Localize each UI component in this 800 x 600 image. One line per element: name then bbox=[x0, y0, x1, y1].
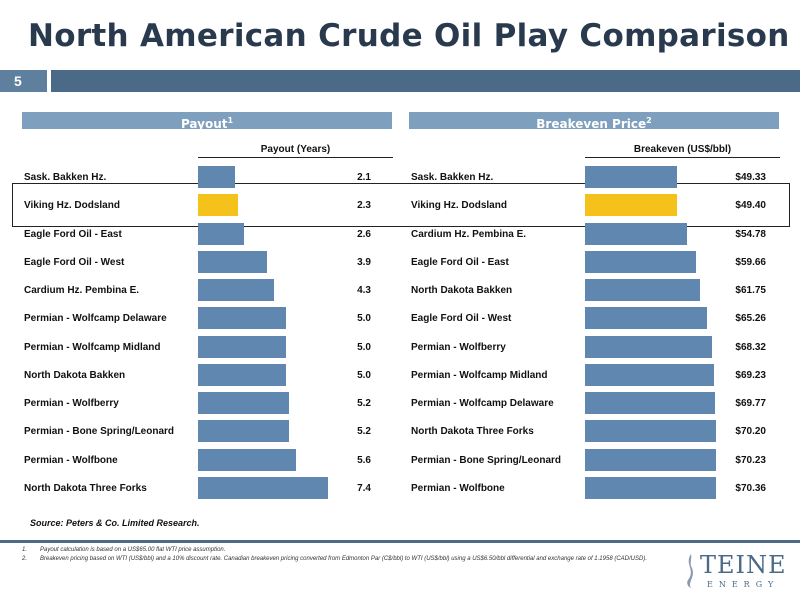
value-label: $68.32 bbox=[735, 341, 766, 353]
category-label: Viking Hz. Dodsland bbox=[411, 200, 507, 212]
category-label: Eagle Ford Oil - East bbox=[24, 228, 122, 240]
category-label: North Dakota Bakken bbox=[411, 285, 513, 296]
value-label: 2.6 bbox=[357, 228, 371, 240]
value-label: 5.0 bbox=[357, 313, 371, 325]
category-label: Permian - Bone Spring/Leonard bbox=[411, 454, 562, 466]
payout-axis-label: Payout (Years) bbox=[260, 144, 331, 155]
bar bbox=[585, 307, 707, 330]
bar bbox=[585, 392, 715, 414]
footnote-1: 1. Payout calculation is based on a US$6… bbox=[22, 546, 662, 555]
footnote-2: 2. Breakeven pricing based on WTI (US$/b… bbox=[22, 555, 662, 564]
bar bbox=[585, 166, 677, 188]
footer-rule bbox=[0, 540, 800, 543]
bar bbox=[585, 448, 716, 471]
footnote-text: Breakeven pricing based on WTI (US$/bbl)… bbox=[40, 556, 647, 562]
bar bbox=[198, 420, 290, 443]
value-label: $70.23 bbox=[735, 454, 766, 466]
category-label: Viking Hz. Dodsland bbox=[24, 200, 120, 212]
value-label: 5.2 bbox=[357, 426, 371, 438]
value-label: 2.3 bbox=[357, 200, 371, 212]
breakeven-section-header: Breakeven Price2 bbox=[409, 112, 779, 131]
value-label: $49.40 bbox=[735, 200, 766, 212]
value-label: $65.26 bbox=[735, 313, 766, 325]
breakeven-footnote-marker: 2 bbox=[646, 116, 652, 125]
bar bbox=[198, 307, 286, 330]
breakeven-section-title: Breakeven Price bbox=[536, 117, 647, 131]
category-label: Permian - Wolfbone bbox=[24, 454, 118, 466]
bar bbox=[585, 363, 714, 386]
breakeven-axis-label: Breakeven (US$/bbl) bbox=[633, 144, 732, 155]
bar bbox=[198, 476, 328, 499]
category-label: Permian - Wolfcamp Delaware bbox=[24, 313, 167, 325]
value-label: $59.66 bbox=[735, 256, 766, 268]
value-label: 3.9 bbox=[357, 256, 371, 268]
payout-section-title: Payout bbox=[180, 117, 228, 131]
bar bbox=[585, 279, 700, 301]
bar bbox=[585, 250, 697, 273]
bar bbox=[585, 420, 716, 443]
bar bbox=[198, 279, 274, 301]
logo-subtitle: ENERGY bbox=[707, 580, 780, 589]
value-label: 2.1 bbox=[357, 172, 371, 183]
bar bbox=[585, 476, 716, 499]
category-label: Eagle Ford Oil - West bbox=[411, 313, 512, 325]
bar bbox=[198, 335, 286, 358]
payout-footnote-marker: 1 bbox=[227, 116, 234, 125]
source-note: Source: Peters & Co. Limited Research. bbox=[30, 518, 200, 528]
value-label: $54.78 bbox=[735, 228, 766, 240]
value-label: $69.23 bbox=[735, 369, 766, 381]
bar bbox=[585, 335, 713, 358]
bar bbox=[198, 166, 235, 188]
category-label: Permian - Wolfberry bbox=[411, 341, 506, 353]
category-label: Permian - Wolfbone bbox=[411, 482, 505, 494]
breakeven-axis-line bbox=[585, 157, 780, 158]
bar bbox=[585, 222, 687, 245]
payout-axis-line bbox=[198, 157, 393, 158]
logo-wordmark: TEINE bbox=[700, 551, 787, 579]
bar bbox=[198, 194, 239, 217]
bar bbox=[198, 448, 297, 471]
bar bbox=[198, 222, 244, 245]
category-label: Permian - Wolfcamp Midland bbox=[24, 341, 161, 353]
category-label: Cardium Hz. Pembina E. bbox=[24, 285, 140, 296]
value-label: 5.2 bbox=[357, 398, 371, 409]
category-label: Sask. Bakken Hz. bbox=[411, 172, 494, 183]
category-label: Sask. Bakken Hz. bbox=[24, 172, 107, 183]
slide-number: 5 bbox=[0, 70, 47, 92]
category-label: Eagle Ford Oil - East bbox=[411, 256, 509, 268]
highlight-box bbox=[12, 183, 790, 227]
value-label: $70.20 bbox=[735, 426, 766, 438]
flame-icon bbox=[687, 554, 693, 588]
category-label: Permian - Wolfberry bbox=[24, 398, 119, 409]
value-label: 7.4 bbox=[357, 482, 371, 494]
bar bbox=[198, 363, 286, 386]
footnotes: 1. Payout calculation is based on a US$6… bbox=[22, 546, 662, 564]
category-label: Permian - Wolfcamp Delaware bbox=[411, 398, 554, 409]
header-band bbox=[51, 70, 800, 92]
category-label: Permian - Wolfcamp Midland bbox=[411, 369, 548, 381]
company-logo: TEINE ENERGY bbox=[680, 548, 790, 594]
value-label: 5.0 bbox=[357, 341, 371, 353]
category-label: Eagle Ford Oil - West bbox=[24, 256, 125, 268]
footnote-number: 1. bbox=[22, 547, 28, 553]
category-label: North Dakota Three Forks bbox=[24, 482, 147, 494]
category-label: Permian - Bone Spring/Leonard bbox=[24, 426, 175, 438]
category-label: North Dakota Three Forks bbox=[411, 426, 534, 438]
category-label: North Dakota Bakken bbox=[24, 369, 126, 381]
bar bbox=[198, 250, 267, 273]
footnote-number: 2. bbox=[22, 556, 28, 562]
value-label: $69.77 bbox=[735, 398, 766, 409]
value-label: $61.75 bbox=[735, 285, 766, 296]
payout-section-header: Payout1 bbox=[22, 112, 392, 131]
category-label: Cardium Hz. Pembina E. bbox=[411, 228, 527, 240]
value-label: 4.3 bbox=[357, 285, 371, 296]
page-title: North American Crude Oil Play Comparison bbox=[28, 18, 790, 54]
footnote-text: Payout calculation is based on a US$65.0… bbox=[40, 547, 226, 553]
value-label: $70.36 bbox=[735, 482, 766, 494]
value-label: $49.33 bbox=[735, 172, 766, 183]
value-label: 5.6 bbox=[357, 454, 371, 466]
value-label: 5.0 bbox=[357, 369, 371, 381]
bar bbox=[198, 392, 290, 414]
bar bbox=[585, 194, 677, 217]
